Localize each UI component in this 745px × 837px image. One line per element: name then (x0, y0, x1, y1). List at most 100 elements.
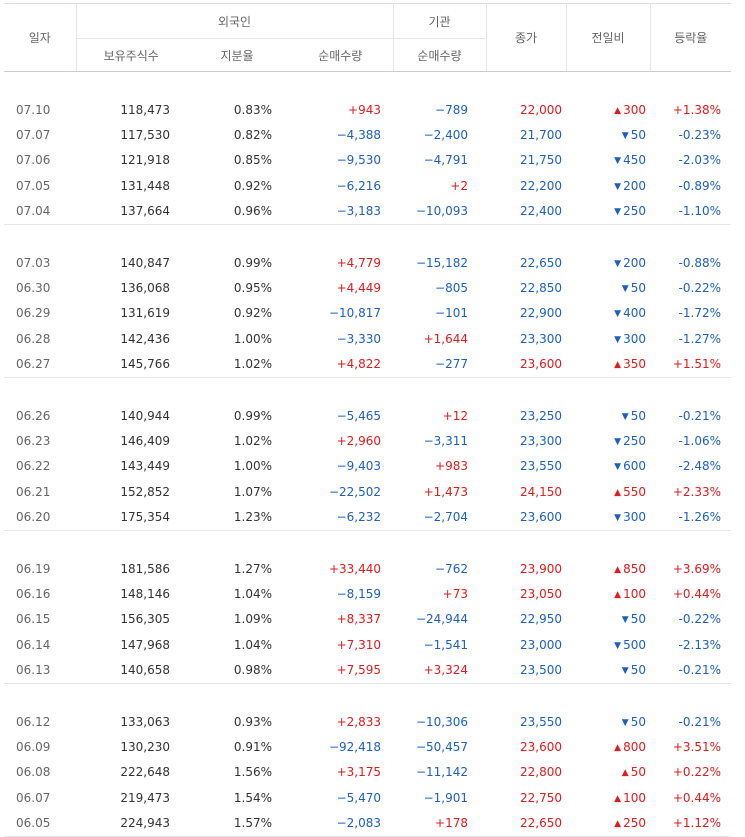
foreign-net-cell: +2,960 (336, 433, 381, 448)
foreign-holdings-cell: 121,918 (120, 153, 170, 168)
change-cell: ▼ 250 (566, 428, 650, 453)
foreign-holdings-cell: 143,449 (120, 459, 170, 474)
foreign-holdings-cell: 156,305 (120, 612, 170, 627)
change-cell: ▼ 200 (566, 250, 650, 275)
table-row: 06.16 148,146 1.04% −8,159 +73 23,050 ▲ 100 +0.4… (4, 581, 731, 606)
group-spacer (4, 223, 731, 250)
triangle-down-icon: ▼ (621, 666, 629, 677)
change-value: 50 (630, 612, 646, 627)
header-foreign-holdings: 보유주식수 (76, 38, 186, 72)
foreign-ratio-cell: 0.92% (233, 178, 272, 193)
foreign-ratio-cell: 0.98% (233, 663, 272, 678)
header-foreign-ratio: 지분율 (186, 38, 288, 72)
institution-net-cell: −789 (435, 102, 468, 117)
change-rate-cell: -0.89% (678, 178, 721, 193)
institution-net-cell: +2 (450, 178, 468, 193)
close-price-cell: 23,050 (520, 586, 562, 601)
foreign-ratio-cell: 0.82% (233, 128, 272, 143)
close-price-cell: 22,750 (520, 790, 562, 805)
foreign-ratio-cell: 0.83% (233, 102, 272, 117)
change-cell: ▲ 350 (566, 352, 650, 378)
table-row: 07.07 117,530 0.82% −4,388 −2,400 21,700 ▼ 50 -0… (4, 122, 731, 147)
foreign-ratio-cell: 1.00% (233, 459, 272, 474)
header-institution: 기관 (393, 3, 487, 39)
institution-net-cell: +3,324 (423, 663, 468, 678)
group-spacer-cell (4, 223, 731, 250)
foreign-net-cell: −4,388 (336, 128, 381, 143)
date-cell: 06.29 (16, 306, 51, 321)
institution-net-cell: −277 (435, 357, 468, 372)
triangle-up-icon: ▲ (614, 105, 622, 116)
change-rate-cell: +3.51% (672, 739, 721, 754)
close-price-cell: 21,750 (520, 153, 562, 168)
change-rate-cell: -0.22% (678, 281, 721, 296)
table-row: 06.26 140,944 0.99% −5,465 +12 23,250 ▼ 50 -0.21… (4, 403, 731, 428)
date-cell: 06.23 (16, 433, 51, 448)
date-cell: 06.15 (16, 612, 51, 627)
foreign-holdings-cell: 131,619 (120, 306, 170, 321)
change-cell: ▼ 50 (566, 403, 650, 428)
change-cell: ▲ 100 (566, 785, 650, 810)
table-row: 06.19 181,586 1.27% +33,440 −762 23,900 ▲ 850 +3… (4, 556, 731, 581)
foreign-holdings-cell: 148,146 (120, 586, 170, 601)
triangle-up-icon: ▲ (614, 487, 622, 498)
foreign-holdings-cell: 130,230 (120, 739, 170, 754)
table-row: 07.05 131,448 0.92% −6,216 +2 22,200 ▼ 200 -0.89… (4, 173, 731, 198)
change-cell: ▼ 50 (566, 607, 650, 632)
change-cell: ▼ 250 (566, 199, 650, 225)
triangle-up-icon: ▲ (614, 793, 622, 804)
table-row: 06.07 219,473 1.54% −5,470 −1,901 22,750 ▲ 100 +… (4, 785, 731, 810)
foreign-ratio-cell: 1.57% (186, 810, 288, 837)
institution-net-cell: −1,541 (423, 637, 468, 652)
table-row: 07.10 118,473 0.83% +943 −789 22,000 ▲ 300 +1.38… (4, 97, 731, 122)
table-row: 06.27 145,766 1.02% +4,822 −277 23,600 ▲ 350 +1.… (4, 352, 731, 378)
change-value: 50 (630, 128, 646, 143)
foreign-net-cell: −6,216 (336, 178, 381, 193)
change-rate-cell: -1.06% (678, 433, 721, 448)
triangle-up-icon: ▲ (614, 819, 622, 830)
foreign-holdings-cell: 145,766 (120, 357, 170, 372)
table-row: 06.21 152,852 1.07% −22,502 +1,473 24,150 ▲ 550… (4, 479, 731, 504)
change-value: 550 (623, 484, 646, 499)
triangle-down-icon: ▼ (621, 717, 629, 728)
foreign-holdings-cell: 133,063 (120, 714, 170, 729)
header-rate: 등락율 (650, 3, 731, 72)
change-cell: ▼ 50 (566, 709, 650, 734)
close-price-cell: 23,550 (520, 459, 562, 474)
foreign-ratio-cell: 0.99% (233, 255, 272, 270)
change-cell: ▲ 100 (566, 581, 650, 606)
institution-net-cell: +178 (393, 810, 486, 837)
foreign-holdings-cell: 147,968 (120, 637, 170, 652)
close-price-cell: 23,600 (520, 510, 562, 525)
triangle-down-icon: ▼ (621, 615, 629, 626)
date-cell: 06.20 (16, 510, 51, 525)
close-price-cell: 22,200 (520, 178, 562, 193)
triangle-down-icon: ▼ (614, 258, 622, 269)
triangle-down-icon: ▼ (614, 156, 622, 167)
change-value: 450 (623, 153, 646, 168)
date-cell: 06.14 (16, 637, 51, 652)
foreign-net-cell: +4,449 (336, 281, 381, 296)
foreign-ratio-cell: 1.23% (233, 510, 272, 525)
foreign-net-cell: +3,175 (336, 765, 381, 780)
foreign-holdings-cell: 181,586 (120, 561, 170, 576)
foreign-net-cell: −92,418 (328, 739, 381, 754)
foreign-ratio-cell: 1.54% (233, 790, 272, 805)
table-row: 06.15 156,305 1.09% +8,337 −24,944 22,950 ▼ 50 -… (4, 607, 731, 632)
change-rate-cell: +2.33% (672, 484, 721, 499)
change-value: 50 (630, 765, 646, 780)
date-cell: 07.06 (16, 153, 51, 168)
foreign-holdings-cell: 142,436 (120, 331, 170, 346)
change-rate-cell: -1.27% (678, 331, 721, 346)
triangle-down-icon: ▼ (614, 513, 622, 524)
triangle-down-icon: ▼ (614, 334, 622, 345)
close-price-cell: 23,300 (520, 433, 562, 448)
close-price-cell: 22,650 (520, 255, 562, 270)
date-cell: 06.13 (16, 663, 51, 678)
institution-net-cell: −11,142 (415, 765, 468, 780)
foreign-holdings-cell: 136,068 (120, 281, 170, 296)
change-value: 200 (623, 178, 646, 193)
change-value: 300 (623, 510, 646, 525)
triangle-down-icon: ▼ (614, 309, 622, 320)
foreign-ratio-cell: 0.93% (233, 714, 272, 729)
